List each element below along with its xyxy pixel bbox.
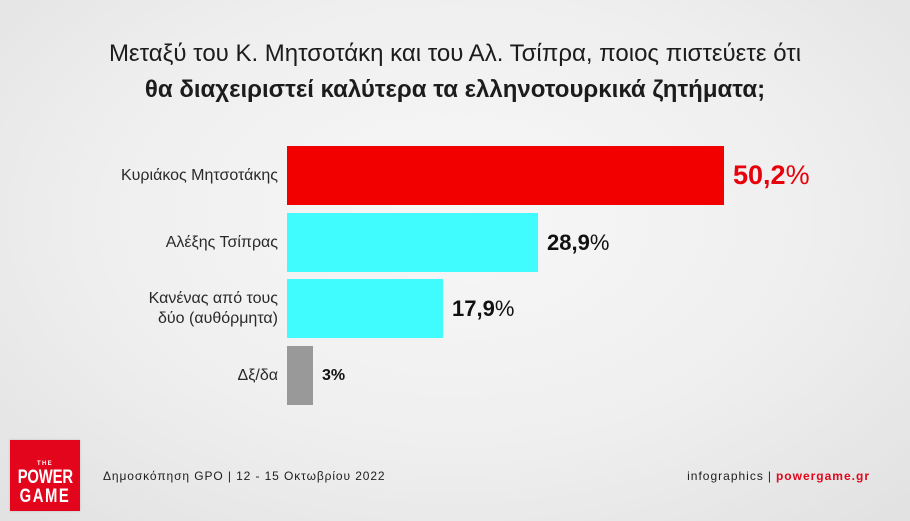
category-label-text: Δξ/δα bbox=[237, 366, 278, 384]
logo-text-power: POWER bbox=[17, 467, 73, 488]
footer-credit: infographics | powergame.gr bbox=[687, 468, 870, 484]
value-label: 50,2% bbox=[733, 146, 810, 205]
value-label: 28,9% bbox=[547, 213, 609, 272]
logo-text-the: THE bbox=[37, 461, 53, 467]
category-label-text: Κυριάκος Μητσοτάκης bbox=[120, 166, 278, 184]
credit-site: powergame.gr bbox=[775, 469, 870, 483]
bar bbox=[287, 279, 443, 338]
chart-title: Μεταξύ του Κ. Μητσοτάκη και του Αλ. Τσίπ… bbox=[0, 36, 910, 108]
value-unit: % bbox=[494, 295, 515, 321]
value-number: 50,2 bbox=[733, 160, 786, 190]
category-label: Δξ/δα bbox=[88, 346, 278, 405]
chart-title-line-1: Μεταξύ του Κ. Μητσοτάκη και του Αλ. Τσίπ… bbox=[108, 40, 802, 67]
category-label: Κανένας από τους δύο (αυθόρμητα) bbox=[88, 279, 278, 338]
value-number: 28,9 bbox=[547, 229, 590, 255]
value-label: 17,9% bbox=[452, 279, 514, 338]
bar bbox=[287, 346, 313, 405]
value-number: 3 bbox=[322, 366, 331, 384]
bar bbox=[287, 146, 724, 205]
value-number: 17,9 bbox=[452, 295, 495, 321]
credit-separator: | bbox=[767, 469, 772, 483]
category-label-text: Αλέξης Τσίπρας bbox=[165, 233, 278, 251]
chart-title-line-2: θα διαχειριστεί καλύτερα τα ελληνοτουρκι… bbox=[144, 76, 766, 103]
power-game-logo: THE POWER GAME bbox=[10, 440, 80, 511]
category-label: Κυριάκος Μητσοτάκης bbox=[88, 146, 278, 205]
category-label: Αλέξης Τσίπρας bbox=[88, 213, 278, 272]
category-label-text: Κανένας από τους δύο (αυθόρμητα) bbox=[148, 289, 278, 327]
value-unit: % bbox=[589, 229, 610, 255]
value-unit: % bbox=[330, 366, 346, 384]
value-label: 3% bbox=[322, 346, 345, 405]
survey-source: Δημοσκόπηση GPO | 12 - 15 Οκτωβρίου 2022 bbox=[103, 469, 386, 483]
logo-text-game: GAME bbox=[19, 486, 71, 507]
value-unit: % bbox=[785, 160, 810, 190]
bar bbox=[287, 213, 538, 272]
credit-label: infographics bbox=[687, 469, 764, 483]
